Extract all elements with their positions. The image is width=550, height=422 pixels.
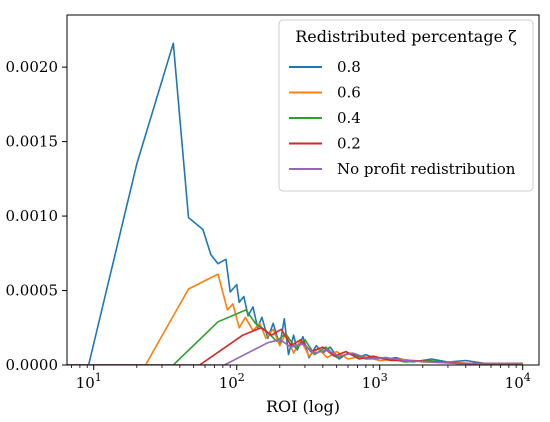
y-tick-label: 0.0010 bbox=[6, 207, 59, 225]
x-tick-label: 102 bbox=[219, 371, 245, 392]
x-tick-label: 103 bbox=[362, 371, 388, 392]
x-tick-label: 101 bbox=[76, 371, 102, 392]
legend-box bbox=[278, 19, 534, 192]
legend-title: Redistributed percentage ζ bbox=[295, 27, 517, 46]
y-tick-label: 0.0020 bbox=[6, 58, 59, 76]
x-tick-exponent: 3 bbox=[381, 371, 388, 384]
x-axis-label: ROI (log) bbox=[266, 397, 340, 416]
plot-frame bbox=[66, 14, 540, 366]
y-axis: 0.0000 0.0005 0.0010 0.0015 0.0020 bbox=[6, 58, 67, 374]
legend-label: 0.4 bbox=[337, 109, 361, 127]
x-tick-exponent: 2 bbox=[238, 371, 245, 384]
series-line-4 bbox=[67, 338, 523, 365]
x-tick-exponent: 4 bbox=[524, 371, 531, 384]
x-axis: 101 102 103 104 bbox=[71, 365, 531, 392]
x-tick-exponent: 1 bbox=[95, 371, 102, 384]
y-tick-label: 0.0000 bbox=[6, 356, 59, 374]
legend-label: 0.2 bbox=[337, 135, 361, 153]
legend-entries: 0.8 0.6 0.4 0.2 No profit redistribution bbox=[289, 58, 516, 178]
y-tick-label: 0.0015 bbox=[6, 133, 59, 151]
y-tick-label: 0.0005 bbox=[6, 282, 59, 300]
legend: Redistributed percentage ζ 0.8 0.6 0.4 0.2 N… bbox=[278, 19, 534, 192]
legend-label: 0.6 bbox=[337, 84, 361, 102]
legend-label: No profit redistribution bbox=[337, 160, 516, 178]
legend-label: 0.8 bbox=[337, 58, 361, 76]
series-layer bbox=[67, 42, 523, 365]
x-tick-label: 104 bbox=[505, 371, 531, 392]
